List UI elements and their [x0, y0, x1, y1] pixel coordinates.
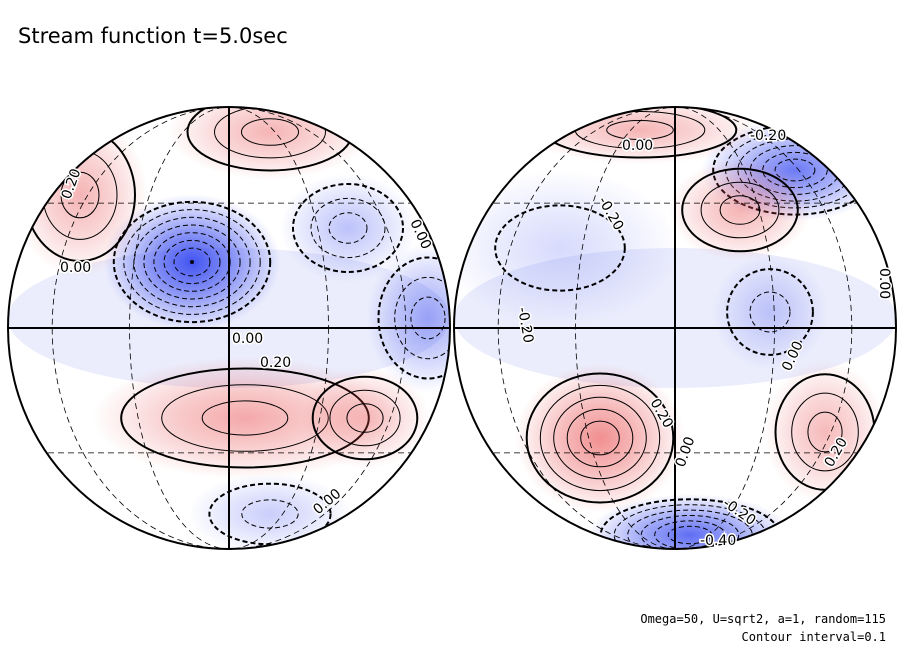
contour-line [173, 247, 211, 277]
contour-line [410, 296, 446, 340]
feature-right-positive [763, 360, 887, 504]
contour-line [60, 171, 100, 219]
contour-line [719, 195, 761, 225]
hemisphere-outline [7, 106, 451, 550]
contour-line [749, 291, 791, 333]
contour-line [580, 420, 620, 456]
feature-left-positive [168, 107, 372, 180]
contour-line [292, 183, 404, 273]
contour-line [606, 120, 674, 140]
contour-line [681, 167, 799, 253]
contour-line [726, 268, 814, 356]
contour-line [163, 239, 221, 285]
contour-line [525, 372, 675, 504]
contour-line [566, 408, 634, 468]
contour-line [310, 197, 386, 259]
contour-line [241, 118, 299, 146]
contour-line [133, 216, 251, 308]
chart-title: Stream function t=5.0sec [18, 24, 288, 48]
feature-right-negative [454, 169, 679, 327]
contour-line [311, 375, 419, 461]
contour-label: 0.00 [876, 268, 892, 299]
feature-left-positive [12, 113, 148, 277]
contour-line [654, 520, 726, 549]
contour-line [667, 525, 713, 545]
contour-label: 0.20 [260, 355, 291, 371]
contour-line [123, 209, 261, 315]
contour-interval-note: Contour interval=0.1 [741, 630, 887, 644]
contour-line [640, 515, 740, 549]
contour-line [394, 276, 450, 360]
contour-line [214, 107, 326, 159]
contour-line [553, 396, 647, 480]
contour-label: 0.00 [622, 138, 653, 154]
contour-line [700, 181, 780, 239]
feature-left-negative [280, 173, 416, 283]
hemisphere-outline [453, 106, 897, 550]
contour-label: 0.00 [232, 331, 263, 347]
contour-line [143, 224, 241, 300]
contour-line [328, 212, 368, 244]
feature-right-negative [712, 254, 828, 370]
feature-left-positive [300, 367, 430, 469]
contour-line [539, 384, 661, 492]
parameters-note: Omega=50, U=sqrt2, a=1, random=115 [640, 612, 886, 626]
contour-line [377, 256, 450, 380]
hemisphere-left [8, 107, 450, 549]
contour-line [762, 151, 828, 189]
contour-line [791, 392, 859, 472]
contour-line [346, 403, 384, 433]
contour-line [241, 499, 299, 529]
contour-line [494, 204, 626, 292]
feature-right-positive [668, 159, 812, 261]
contour-line [153, 232, 231, 292]
feature-left-negative [366, 243, 450, 393]
contour-line [201, 400, 289, 436]
feature-right-positive [515, 363, 685, 513]
contour-label: -0.20 [750, 128, 786, 144]
contour-line [807, 411, 843, 453]
contour-line [329, 389, 401, 447]
contour-label: -0.40 [700, 533, 736, 549]
contour-label: 0.00 [60, 260, 91, 276]
vortex-center-marker [190, 260, 194, 264]
hemisphere-right [454, 107, 896, 549]
